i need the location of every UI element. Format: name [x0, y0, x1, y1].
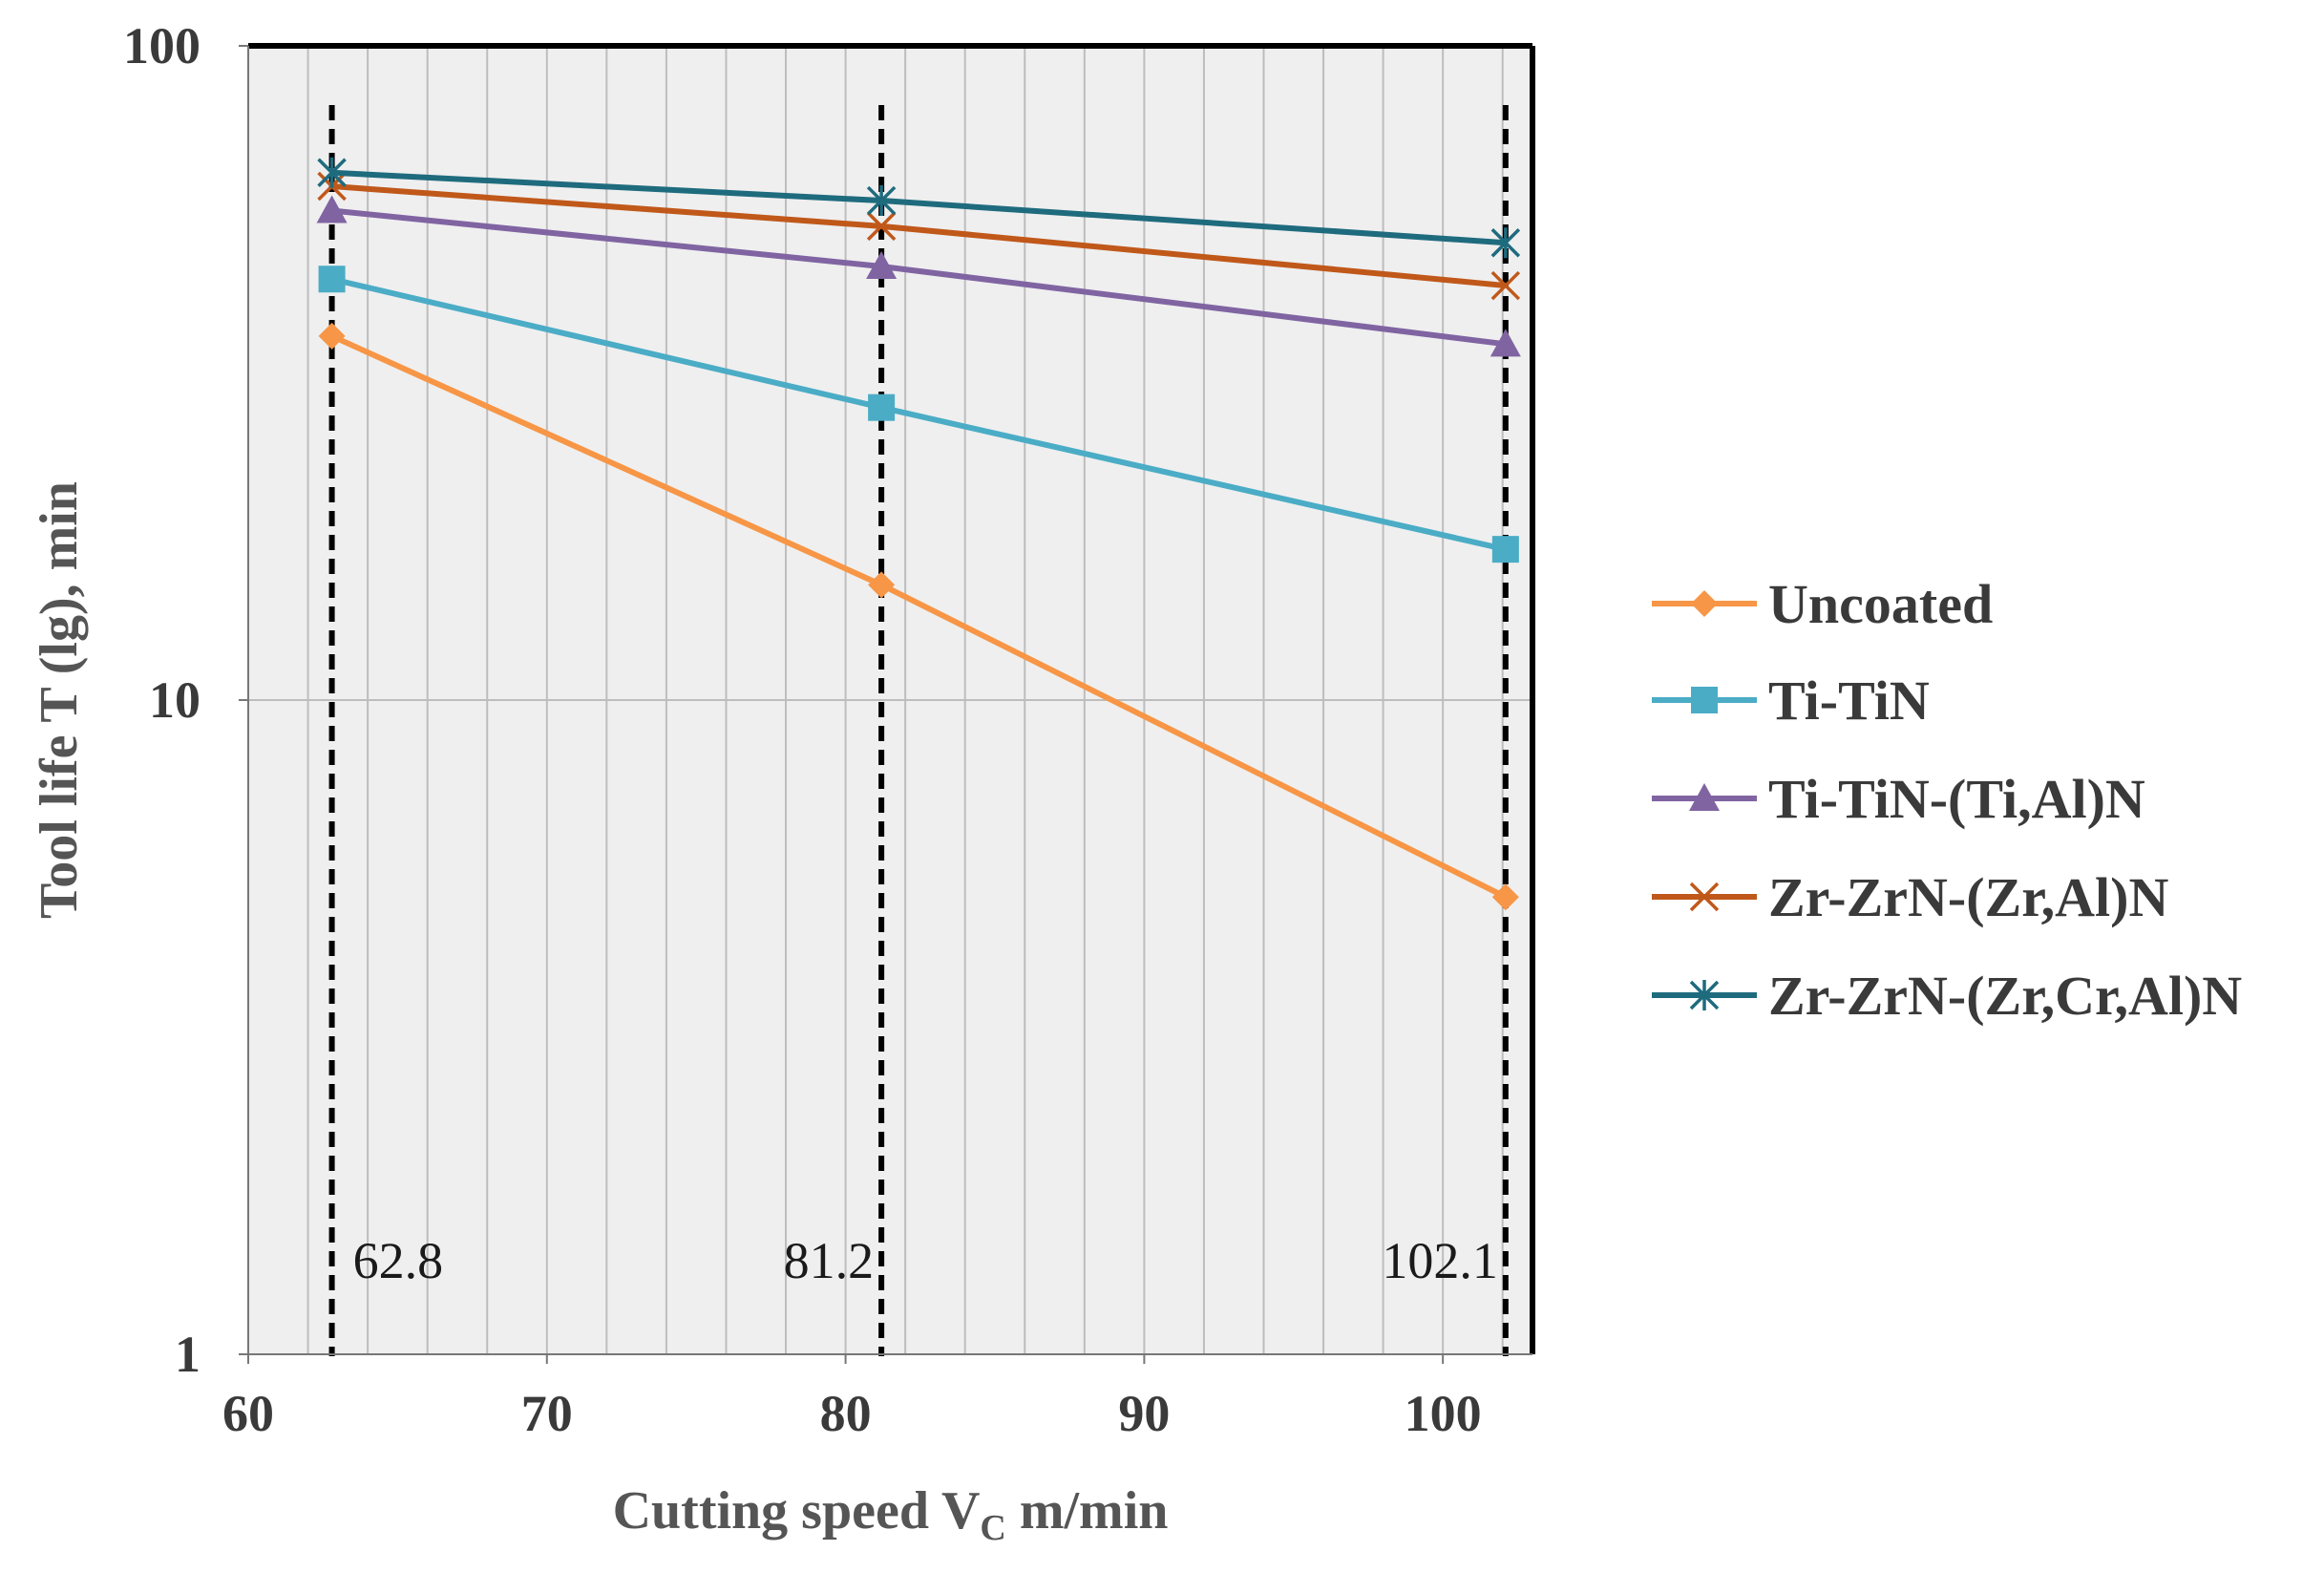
legend-label: Ti-TiN — [1768, 670, 1930, 732]
data-point-marker — [318, 266, 346, 293]
legend-item: Ti-TiN — [1652, 670, 1930, 732]
reference-line-label: 81.2 — [784, 1232, 875, 1289]
legend-label: Zr-ZrN-(Zr,Cr,Al)N — [1768, 965, 2242, 1027]
x-tick-label: 90 — [1118, 1385, 1170, 1442]
data-point-marker — [1691, 590, 1718, 617]
data-point-marker — [868, 393, 896, 421]
legend-label: Zr-ZrN-(Zr,Al)N — [1768, 866, 2168, 928]
x-tick-label: 100 — [1405, 1385, 1482, 1442]
x-tick-label: 60 — [222, 1385, 274, 1442]
reference-lines: 62.8 81.2 102.1 — [328, 105, 1509, 1356]
data-point-marker — [1689, 980, 1720, 1010]
legend-item: Ti-TiN-(Ti,Al)N — [1652, 768, 2145, 830]
reference-line-label: 62.8 — [353, 1232, 444, 1289]
data-point-marker — [1491, 536, 1519, 563]
x-tick-label: 70 — [521, 1385, 573, 1442]
legend: Uncoated Ti-TiN Ti-TiN-(Ti,Al)N Zr-ZrN-(Zr,… — [1652, 573, 2242, 1027]
data-point-marker — [1490, 270, 1521, 301]
y-tick-label: 100 — [123, 17, 201, 74]
legend-label: Ti-TiN-(Ti,Al)N — [1768, 768, 2145, 830]
data-point-marker — [1689, 882, 1720, 912]
series-zr-zrn-zr-cr-al-n — [317, 157, 1521, 259]
data-point-marker — [868, 571, 896, 599]
y-axis-title: Tool life T (lg), min — [30, 481, 89, 919]
series-uncoated — [318, 322, 1519, 911]
data-point-marker — [316, 195, 348, 223]
gridlines — [248, 46, 1532, 1354]
data-point-marker — [1689, 783, 1720, 811]
data-point-marker — [318, 322, 346, 350]
data-point-marker — [866, 211, 897, 242]
legend-item: Zr-ZrN-(Zr,Cr,Al)N — [1652, 965, 2242, 1027]
legend-label: Uncoated — [1768, 573, 1993, 635]
series-zr-zrn-zr-al-n — [317, 171, 1521, 301]
reference-line-label: 102.1 — [1382, 1232, 1498, 1289]
legend-item: Zr-ZrN-(Zr,Al)N — [1652, 866, 2168, 928]
data-point-marker — [1491, 883, 1519, 911]
data-point-marker — [866, 185, 897, 217]
y-tick-label: 1 — [175, 1326, 201, 1383]
legend-item: Uncoated — [1652, 573, 1993, 635]
x-axis-title: Cutting speed VC m/min — [613, 1481, 1169, 1548]
y-tick-label: 10 — [149, 671, 201, 729]
data-point-marker — [866, 251, 898, 280]
data-point-marker — [1489, 329, 1521, 357]
series-group — [316, 157, 1521, 911]
data-point-marker — [317, 157, 347, 188]
series-ti-tin — [318, 266, 1519, 563]
x-tick-label: 80 — [820, 1385, 872, 1442]
data-point-marker — [1691, 687, 1718, 713]
series-ti-tin-ti-al-n — [316, 195, 1521, 357]
data-point-marker — [1490, 227, 1521, 259]
